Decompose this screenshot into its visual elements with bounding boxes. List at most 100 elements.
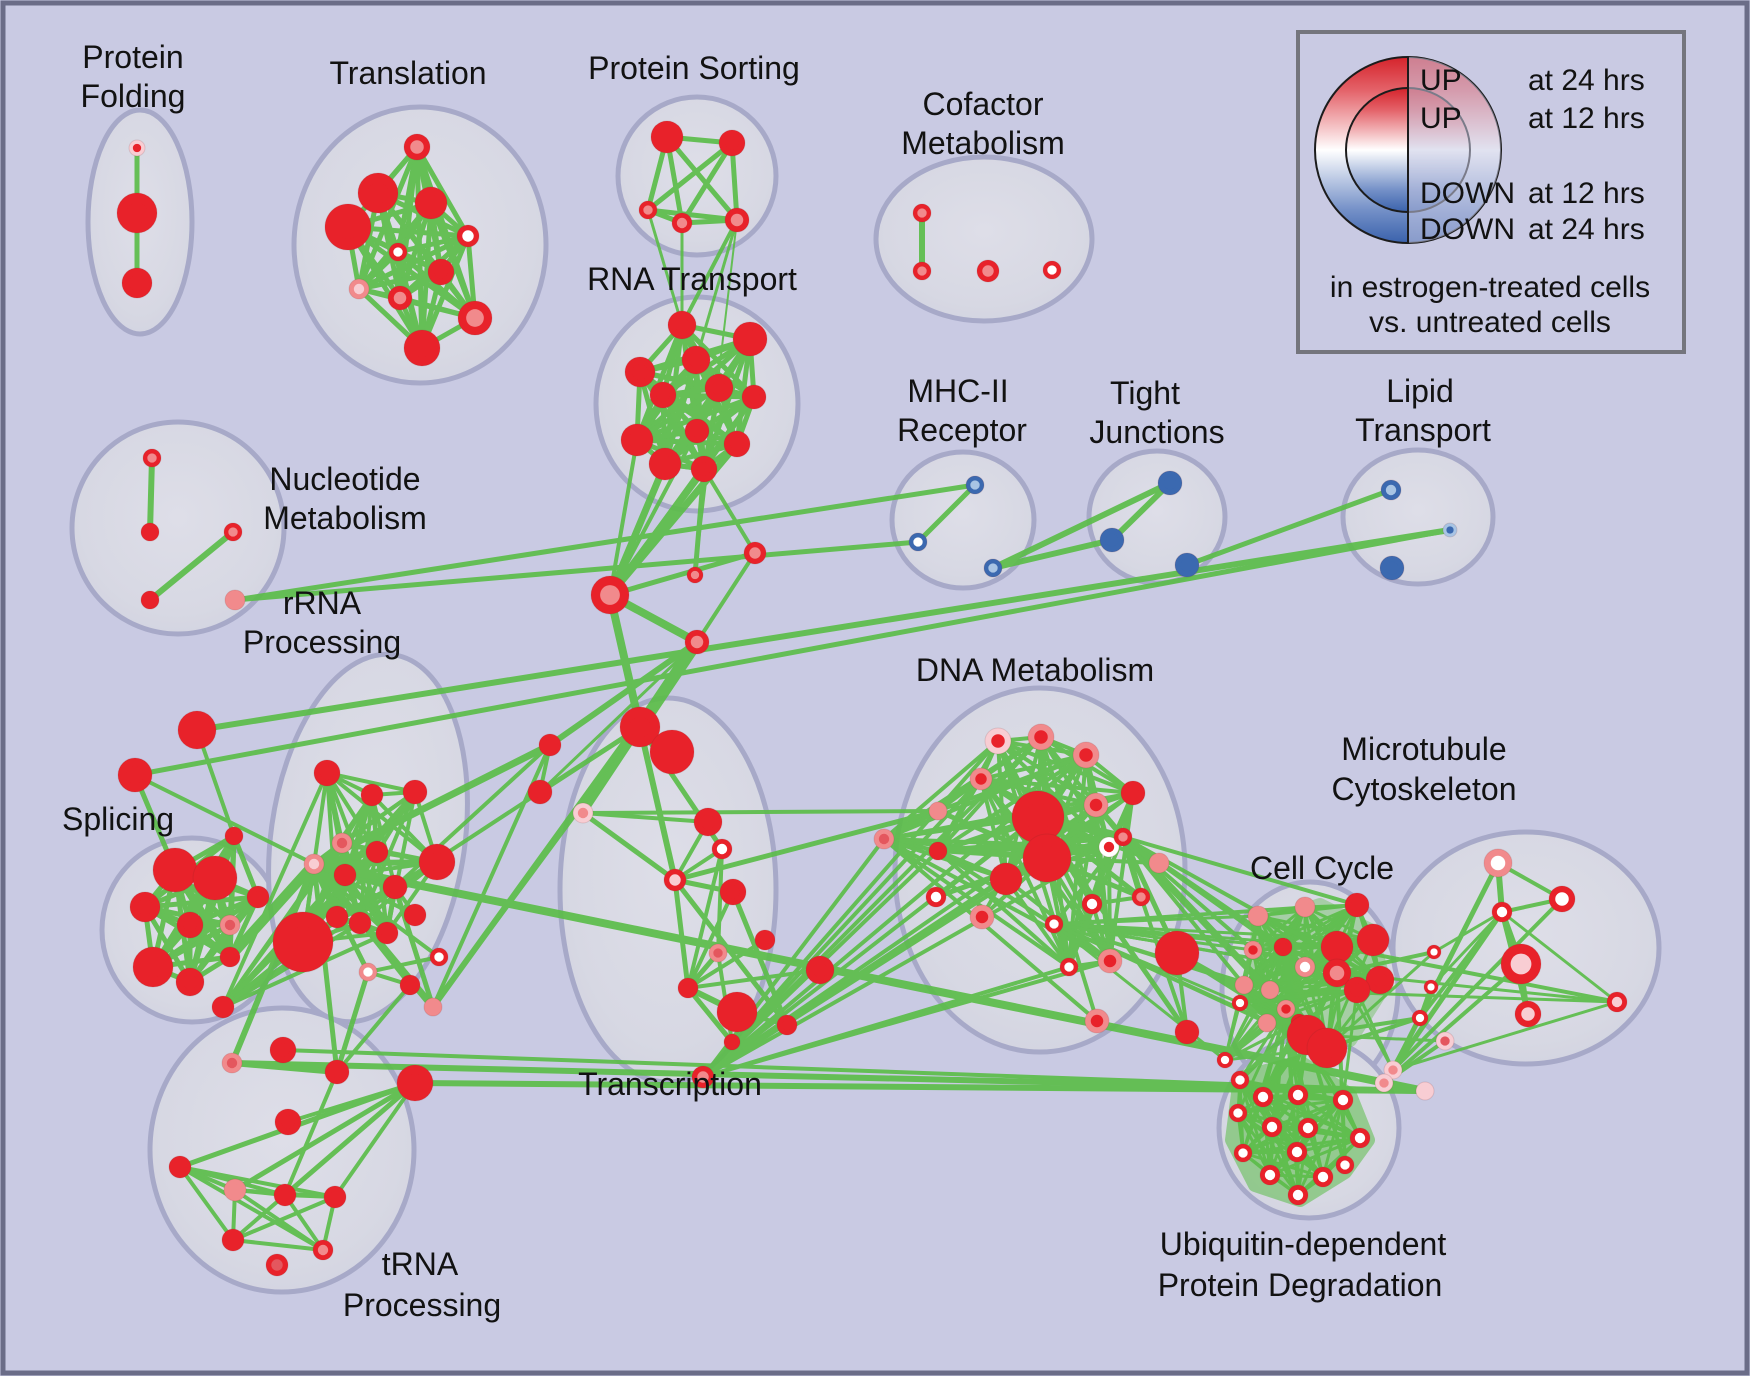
network-edge [538,640,699,794]
network-edge [608,429,699,597]
network-node [269,1036,297,1064]
node-core-12h [330,1065,344,1079]
network-node [724,207,750,233]
network-edge [1335,971,1347,1167]
node-core-12h [1257,1091,1269,1103]
network-edge [990,480,1173,571]
node-core-12h [428,1002,438,1012]
node-core-12h [930,891,942,903]
node-core-12h [690,570,700,580]
network-edge [1325,950,1436,1050]
network-node [754,929,776,951]
node-core-12h [1415,1013,1425,1023]
node-core-12h [975,910,989,924]
node-core-12h [163,858,187,882]
network-edge [194,527,1453,733]
network-node [1261,1116,1283,1138]
network-edge [1184,487,1394,568]
network-edge [695,551,757,644]
network-node [357,172,399,214]
cluster-label-dna-metabolism: DNA Metabolism [916,652,1154,688]
network-node [620,423,654,457]
network-node [969,904,995,930]
network-node [1287,1084,1309,1106]
network-node [324,1059,350,1085]
network-edge [672,808,941,883]
node-core-12h [1510,953,1532,975]
cluster-label-cofactor-metabolism: Cofactor [923,86,1044,122]
network-edge [1341,988,1359,1102]
network-node [1228,1103,1248,1123]
network-node [1322,958,1352,988]
network-node [1273,937,1293,957]
node-core-12h [730,437,744,451]
network-edge [1251,905,1307,952]
node-core-12h [182,974,198,990]
cluster-ellipse-tight-junctions [1086,448,1228,586]
node-core-12h [1079,748,1093,762]
network-edge [1295,1136,1362,1154]
node-core-12h [988,563,998,573]
network-edge [882,809,940,841]
network-node [912,203,932,223]
node-core-12h [279,1189,291,1201]
network-node [527,779,553,805]
node-core-12h [339,869,351,881]
network-edge [428,200,478,321]
network-node [1606,991,1628,1013]
network-edge [312,862,441,959]
network-node [1287,1184,1309,1206]
network-edge [882,837,1099,1023]
network-node [1483,848,1513,878]
network-node [1383,1060,1403,1080]
network-edge [1280,944,1302,1025]
node-core-12h [1126,786,1140,800]
network-node [719,878,747,906]
node-core-12h [126,202,148,224]
node-core-12h [1220,1055,1230,1065]
node-core-12h [1350,898,1364,912]
node-core-12h [329,1191,341,1203]
cluster-label-cofactor-metabolism: Metabolism [901,125,1065,161]
network-node [693,807,723,837]
node-core-12h [1430,948,1438,956]
network-edge [936,753,1088,853]
node-core-12h [747,390,761,404]
network-node [1022,833,1072,883]
network-node [690,455,718,483]
node-core-12h [1388,1065,1398,1075]
network-node [681,345,711,375]
network-edge [1237,1000,1302,1025]
network-node [140,522,160,542]
network-node [429,947,449,967]
network-node [1344,892,1370,918]
network-node [176,911,204,939]
node-core-12h [1385,484,1397,496]
network-node [1260,980,1280,1000]
network-node [1027,723,1055,751]
network-edge [634,394,757,443]
network-node [1297,1117,1319,1139]
network-node [663,868,687,892]
network-edge [608,438,639,597]
network-node [1113,827,1133,847]
node-core-12h [183,918,197,932]
network-node [132,946,174,988]
node-core-12h [1299,901,1311,913]
network-node [1294,956,1316,978]
node-core-12h [713,948,723,958]
node-core-12h [354,917,366,929]
legend-footer-1: vs. untreated cells [1369,306,1611,339]
network-edge [1500,910,1619,1004]
network-edge [310,741,554,868]
network-node [928,841,948,861]
node-core-12h [1103,841,1115,853]
cluster-label-nucleotide-metabolism: Nucleotide [269,461,420,497]
node-core-12h [658,128,676,146]
network-node [1356,923,1390,957]
node-core-12h [353,283,365,295]
cluster-label-lipid-transport: Lipid [1386,373,1454,409]
cluster-label-tight-junctions: Tight [1110,375,1180,411]
